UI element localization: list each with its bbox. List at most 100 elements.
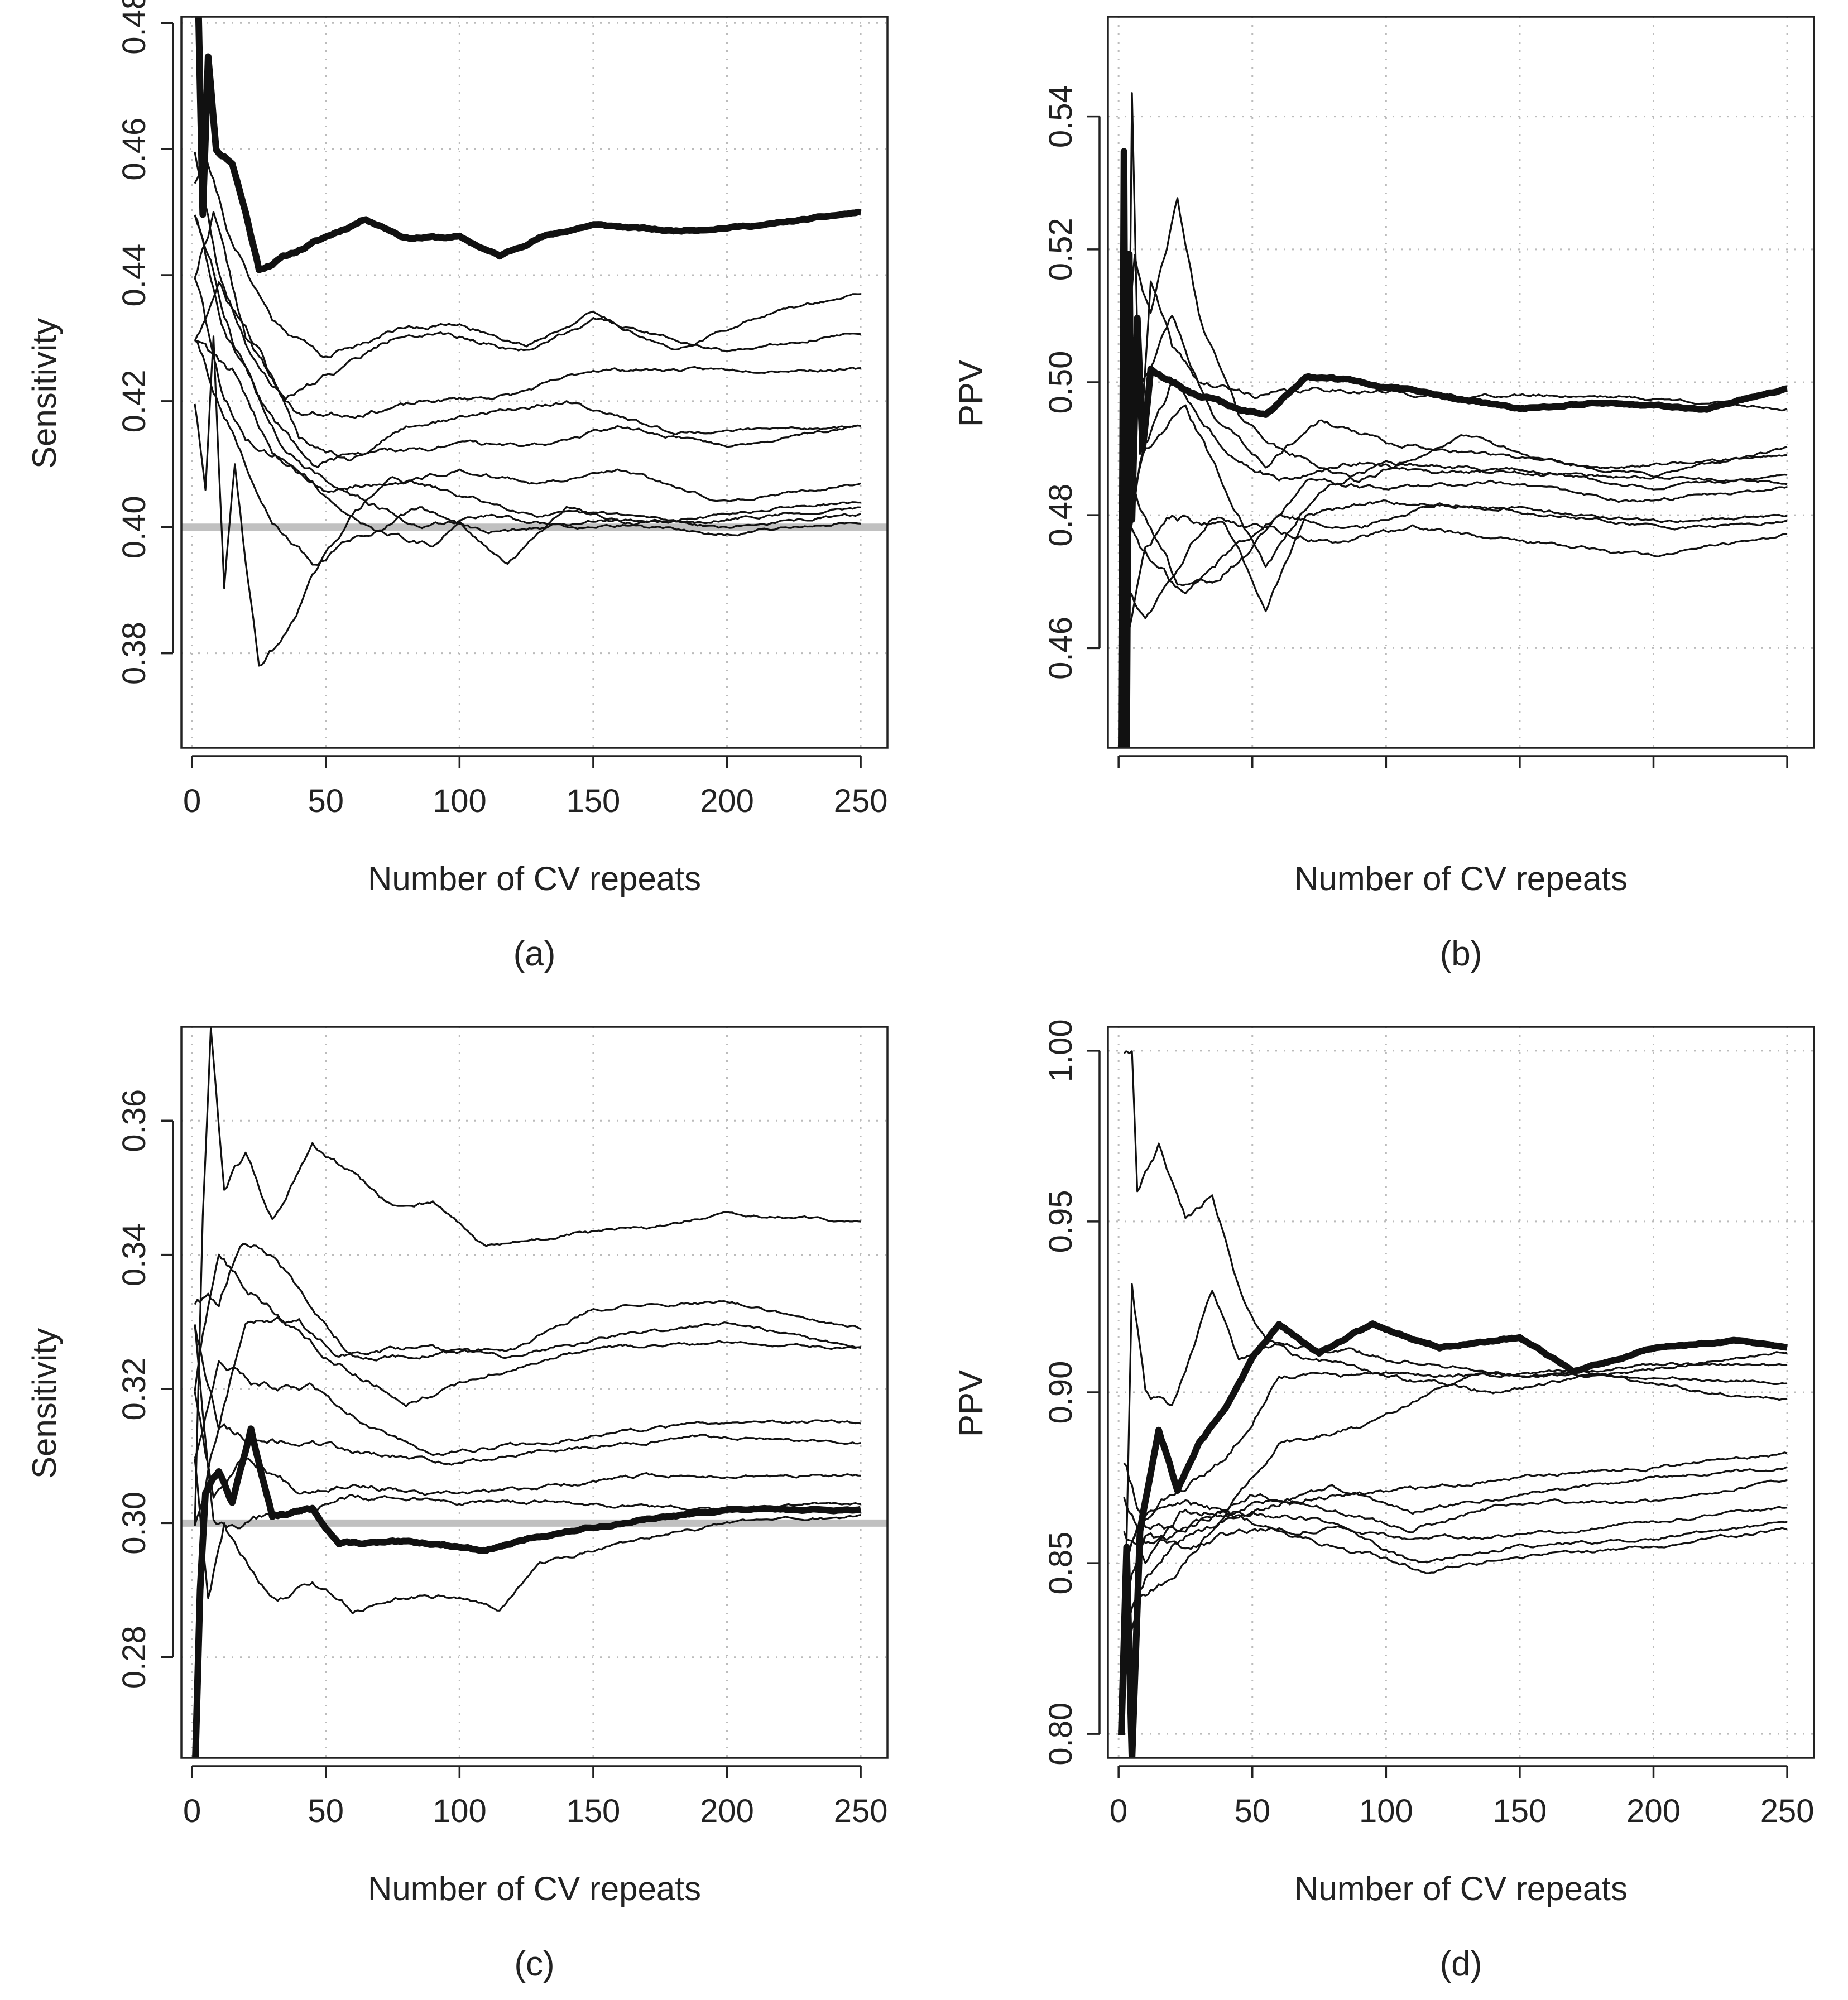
series-line-repeat-1	[194, 154, 861, 358]
x-tick-label: 0	[183, 783, 201, 819]
series-line-mean	[192, 1425, 862, 1758]
y-tick-label: 0.38	[116, 622, 152, 685]
x-tick-label: 200	[700, 783, 754, 819]
series-line-repeat-2	[194, 1243, 861, 1362]
y-tick-label: 0.40	[116, 496, 152, 559]
y-tick-label: 0.30	[116, 1492, 152, 1555]
series-line-mean	[1118, 1320, 1788, 1758]
plot-frame	[1107, 16, 1815, 749]
series-line-repeat-4	[194, 281, 861, 462]
y-tick-label: 0.95	[1043, 1190, 1079, 1253]
series-line-repeat-9	[194, 335, 861, 667]
series-line-repeat-6	[194, 340, 861, 502]
plot-area	[1118, 1050, 1788, 1758]
y-tick-label: 0.90	[1043, 1361, 1079, 1424]
series-line-repeat-6	[194, 1423, 861, 1526]
y-tick-label: 0.44	[116, 244, 152, 307]
series-line-repeat-3	[1123, 315, 1788, 469]
series-line-repeat-9	[194, 1458, 861, 1614]
series-line-repeat-9	[1124, 516, 1788, 619]
x-tick-label: 250	[834, 783, 888, 819]
x-tick-label: 50	[308, 783, 344, 819]
series-line-repeat-3	[194, 151, 861, 419]
y-tick-label: 0.80	[1043, 1703, 1079, 1766]
y-tick-label: 0.46	[1043, 617, 1079, 680]
series-line-repeat-10	[194, 340, 861, 566]
panel-b: 0.46 0.48 0.50 0.52 0.54 Number of CV repeats…	[952, 16, 1815, 973]
series-line-repeat-9	[1123, 1511, 1788, 1634]
panel-caption: (a)	[513, 935, 556, 973]
y-tick-label: 0.85	[1043, 1532, 1079, 1595]
panel-c: 0 50 100 150 200 250 0.28 0.30 0.32 0.34 0.36 Numbe…	[26, 1026, 889, 1983]
series-line-repeat-7	[1123, 1479, 1788, 1545]
x-tick-label: 0	[183, 1793, 201, 1829]
y-tick-label: 0.32	[116, 1358, 152, 1421]
x-tick-label: 250	[1760, 1793, 1815, 1829]
x-axis-title: Number of CV repeats	[368, 1870, 701, 1907]
y-axis-title: PPV	[952, 360, 990, 427]
series-line-repeat-4	[1123, 380, 1788, 585]
series-line-repeat-7	[1123, 499, 1788, 651]
y-tick-label: 0.42	[116, 369, 152, 432]
series-line-repeat-8	[1123, 1506, 1788, 1600]
x-axis-title: Number of CV repeats	[1294, 860, 1628, 897]
series-line-repeat-7	[194, 1391, 861, 1499]
series-line-repeat-6	[1123, 1466, 1788, 1564]
y-tick-label: 0.36	[116, 1089, 152, 1152]
series-line-repeat-2	[1123, 197, 1788, 483]
x-tick-label: 200	[700, 1793, 754, 1829]
y-axis-title: Sensitivity	[26, 318, 63, 469]
series-line-repeat-2	[194, 211, 861, 400]
x-axis-title: Number of CV repeats	[1294, 1870, 1628, 1907]
plot-area	[192, 1027, 862, 1758]
series-line-repeat-4	[194, 1316, 861, 1431]
x-tick-label: 250	[834, 1793, 888, 1829]
series-line-repeat-5	[1123, 1451, 1788, 1533]
y-tick-label: 0.54	[1043, 85, 1079, 148]
x-tick-label: 200	[1626, 1793, 1681, 1829]
series-line-repeat-7	[194, 214, 861, 530]
panel-caption: (d)	[1440, 1945, 1482, 1983]
series-line-repeat-2	[1123, 1283, 1788, 1669]
panel-caption: (c)	[514, 1945, 554, 1983]
series-line-repeat-5	[194, 1360, 861, 1459]
x-tick-label: 50	[308, 1793, 344, 1829]
y-tick-label: 0.48	[1043, 484, 1079, 547]
x-tick-label: 100	[1359, 1793, 1413, 1829]
y-tick-label: 0.48	[116, 0, 152, 55]
series-line-repeat-5	[194, 214, 861, 468]
panel-a: 0 50 100 150 200 250 0.38 0.40 0.42 0.44 0.46 0.48 N…	[26, 0, 889, 973]
series-line-repeat-1	[1123, 1050, 1788, 1401]
plot-frame	[1107, 1026, 1815, 1759]
y-tick-label: 0.46	[116, 118, 152, 181]
series-line-repeat-8	[194, 277, 861, 565]
x-tick-label: 100	[433, 1793, 487, 1829]
series-line-repeat-10	[1123, 1499, 1788, 1574]
y-tick-label: 1.00	[1043, 1019, 1079, 1082]
y-axis-title: Sensitivity	[26, 1328, 63, 1479]
series-line-repeat-5	[1123, 404, 1788, 568]
y-tick-label: 0.28	[116, 1626, 152, 1689]
series-line-repeat-4	[1123, 1351, 1788, 1669]
plot-area	[1118, 92, 1788, 748]
x-tick-label: 100	[433, 783, 487, 819]
plot-frame	[180, 1026, 889, 1759]
series-line-repeat-8	[1123, 502, 1788, 594]
x-tick-label: 50	[1234, 1793, 1270, 1829]
x-tick-label: 0	[1110, 1793, 1127, 1829]
x-tick-label: 150	[567, 783, 621, 819]
x-axis-title: Number of CV repeats	[368, 860, 701, 897]
series-line-repeat-3	[194, 1253, 861, 1407]
y-tick-label: 0.50	[1043, 351, 1079, 414]
y-tick-label: 0.52	[1043, 218, 1079, 281]
plot-frame	[180, 16, 889, 749]
y-tick-label: 0.34	[116, 1223, 152, 1286]
plot-area	[194, 17, 862, 667]
y-axis-title: PPV	[952, 1370, 990, 1437]
series-line-mean	[195, 17, 862, 273]
panel-d: 0 50 100 150 200 250 0.80 0.85 0.90 0.95 1.00 Numbe…	[952, 1019, 1815, 1983]
series-line-repeat-1	[194, 1027, 861, 1526]
series-line-repeat-6	[1123, 451, 1788, 586]
